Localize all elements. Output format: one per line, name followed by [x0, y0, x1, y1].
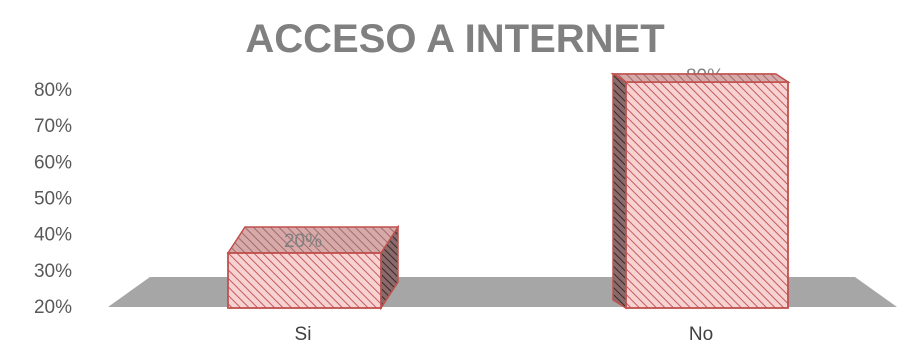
y-tick-label: 50% [34, 189, 72, 210]
x-tick-label: No [689, 324, 713, 345]
y-tick-label: 40% [34, 225, 72, 246]
y-tick-label: 70% [34, 116, 72, 137]
data-label: 20% [284, 231, 322, 252]
bar-no-top-overlay [611, 73, 791, 83]
y-tick-label: 80% [34, 80, 72, 101]
x-tick-label: Si [295, 324, 312, 345]
bar-front-face [625, 81, 789, 309]
bars: 20% 80% [226, 66, 791, 311]
bar-si: 20% [226, 224, 400, 311]
y-tick-label: 30% [34, 261, 72, 282]
bar-side-face [612, 72, 627, 310]
chart-title: ACCESO A INTERNET [245, 17, 664, 61]
y-tick-label: 60% [34, 152, 72, 173]
bar-front-face [227, 252, 382, 309]
bar-no: 80% [610, 66, 791, 310]
x-axis: Si No [295, 324, 714, 345]
y-axis: 20% 30% 40% 50% 60% 70% 80% [34, 80, 72, 318]
y-tick-label: 20% [34, 297, 72, 318]
